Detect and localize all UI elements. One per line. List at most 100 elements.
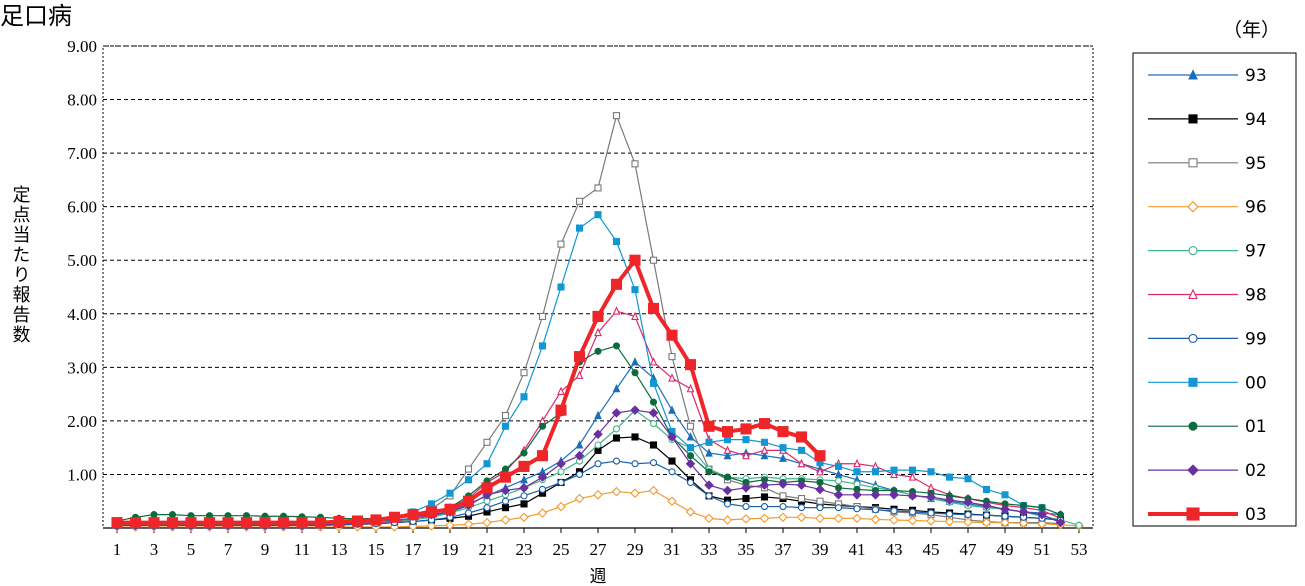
data-point [797,446,806,454]
data-point [779,444,787,452]
data-point [518,460,530,472]
data-point [742,450,750,460]
data-point [853,468,861,476]
data-point [796,480,807,490]
data-point [908,466,917,474]
data-point [833,513,844,524]
data-point [668,373,676,382]
legend-marker [1188,377,1198,387]
data-point [927,468,935,476]
data-point [593,429,603,440]
data-point [520,393,528,401]
data-point [926,516,936,526]
data-point [499,471,512,483]
chart-title: 足口病 [0,2,72,30]
data-point [464,465,473,473]
data-point [520,449,528,457]
data-point [575,197,584,205]
data-point [556,501,566,512]
y-tick-label: 8.00 [67,91,97,110]
data-point [1018,518,1029,528]
data-point [407,509,419,521]
data-point [594,184,602,192]
legend-label: 99 [1245,329,1267,349]
legend-item: 94 [1148,110,1267,130]
legend-item: 93 [1148,66,1267,86]
y-axis-label: 定点当たり報告数 [10,185,31,345]
data-point [833,490,844,500]
data-point [723,445,732,454]
data-point [519,512,529,523]
data-point [444,503,456,515]
y-axis: 9.00 8.00 7.00 6.00 5.00 4.00 3.00 2.00 1.00 [67,37,97,484]
data-point [575,224,584,232]
data-point [760,493,769,501]
data-point [537,472,548,482]
data-point [723,436,732,444]
data-point [685,507,696,517]
data-point [594,347,602,355]
x-axis-label: 週 [590,567,607,586]
data-point [631,311,639,321]
data-point [668,457,676,465]
data-point [797,458,806,468]
data-point [388,511,401,523]
data-point [778,479,788,489]
data-point [963,517,973,527]
data-point [333,516,345,528]
data-point [1001,512,1009,520]
x-tick-label: 9 [261,540,270,559]
x-tick-label: 37 [775,540,793,559]
data-point [740,423,752,435]
data-point [612,383,621,393]
data-point [483,460,491,468]
gridlines [103,45,1093,475]
data-point [741,483,751,493]
data-point [870,514,881,525]
data-point [741,514,751,524]
data-point [907,515,918,526]
data-point [870,490,881,500]
data-point [1075,521,1083,529]
data-point [648,485,659,496]
legend-item: 01 [1148,417,1267,437]
data-point [1037,509,1047,520]
data-point [795,431,808,443]
data-point [667,496,677,507]
data-point [852,513,862,524]
data-point [797,494,806,503]
data-point [1001,491,1009,499]
data-point [612,112,621,120]
series-line [117,310,1061,526]
data-point [668,468,676,476]
data-point [631,286,639,294]
x-tick-label: 49 [997,540,1014,559]
data-point [612,425,621,433]
series-97 [113,406,1083,529]
y-tick-label: 7.00 [67,144,97,163]
data-point [222,517,234,529]
data-point [779,453,787,462]
legend-label: 94 [1245,110,1267,130]
data-point [501,465,510,473]
x-tick-label: 7 [224,540,233,559]
data-point [631,433,639,441]
data-point [686,383,695,393]
data-point [538,342,547,350]
data-point [666,329,678,341]
data-point [797,504,806,512]
data-point [685,458,696,469]
data-point [594,327,602,337]
x-tick-label: 31 [664,540,681,559]
data-point [684,359,697,371]
data-point [760,445,769,454]
data-point [834,469,843,478]
x-tick-label: 21 [479,540,496,559]
series-line [117,409,1080,526]
data-point [592,310,604,323]
data-point [501,497,510,505]
data-point [612,306,621,315]
x-tick-label: 25 [553,540,570,559]
data-point [1038,504,1046,512]
